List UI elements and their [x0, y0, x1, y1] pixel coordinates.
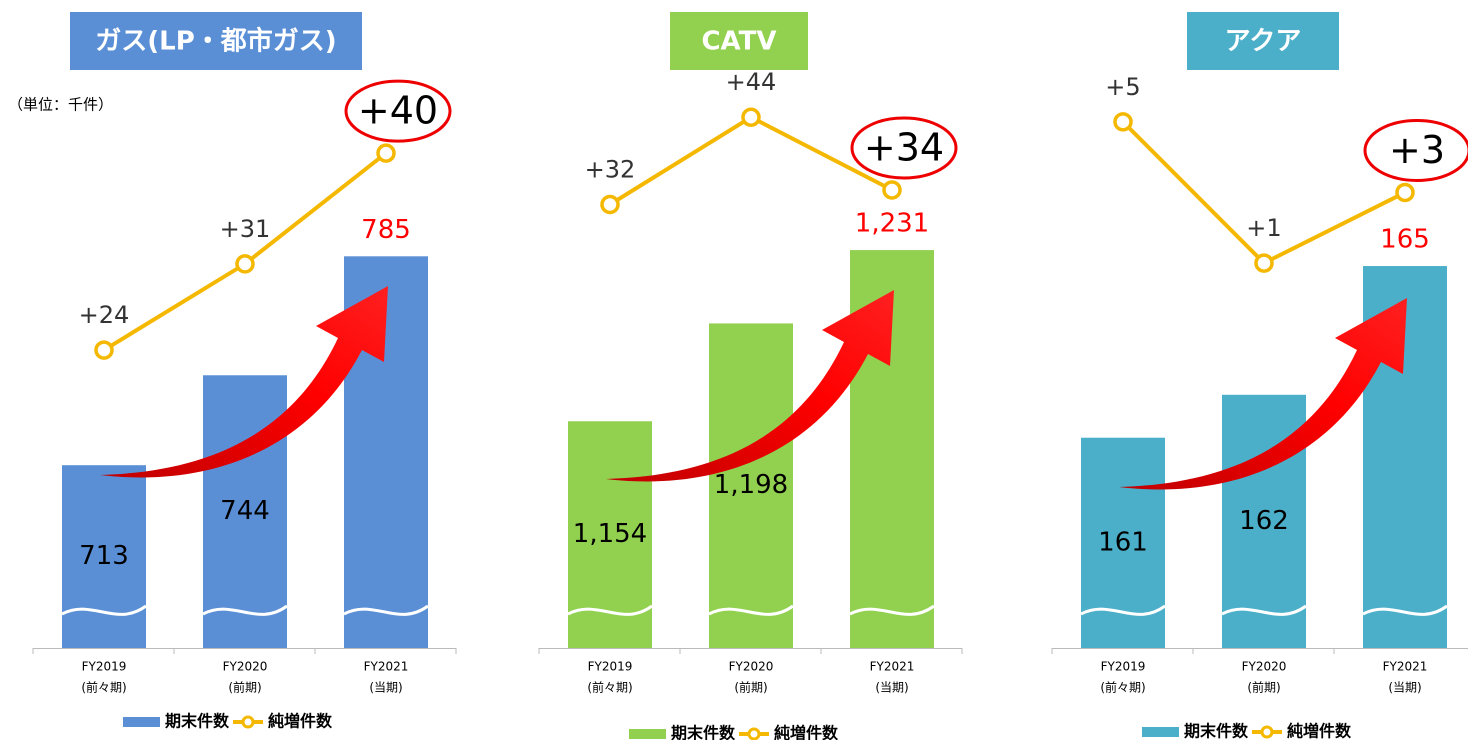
x-tick-label: (前々期) [81, 680, 126, 695]
bar-value-label: 161 [1098, 527, 1148, 557]
line-value-label: +1 [1246, 214, 1281, 242]
legend-label: 期末件数 [1184, 722, 1249, 740]
bar-value-label: 1,231 [855, 209, 929, 239]
legend-label: 期末件数 [165, 712, 230, 731]
x-tick-label: FY2019 [82, 660, 127, 674]
x-tick-label: FY2021 [870, 660, 915, 674]
bar-value-label: 162 [1239, 506, 1289, 536]
legend-swatch [243, 717, 253, 727]
line-point [237, 256, 253, 272]
chart-title: ガス(LP・都市ガス) [95, 26, 336, 57]
legend-swatch [749, 729, 759, 739]
line [610, 117, 892, 204]
legend-swatch [629, 729, 666, 739]
chart-page: ガス(LP・都市ガス) （単位：千件） 713 FY2019 (前々期) 744 FY202… [0, 0, 1468, 740]
line-value-label: +3 [1389, 128, 1445, 172]
line-point [378, 145, 394, 161]
x-tick-label: (前々期) [587, 680, 632, 695]
legend-swatch [1262, 727, 1272, 737]
legend-label: 純増件数 [1287, 722, 1352, 740]
x-tick-label: (前期) [1247, 680, 1280, 695]
line-value-label: +34 [864, 125, 944, 169]
chart-title: CATV [701, 27, 776, 57]
line-value-label: +5 [1105, 73, 1140, 101]
x-tick-label: (当期) [875, 681, 908, 695]
line-point [1397, 184, 1413, 200]
line-point [1115, 114, 1131, 130]
bar-value-label: 713 [79, 541, 129, 571]
legend-swatch [123, 717, 160, 727]
line-value-label: +40 [358, 89, 438, 133]
line-point [602, 196, 618, 212]
line-point [884, 182, 900, 198]
bar-value-label: 1,198 [714, 470, 788, 500]
legend-label: 純増件数 [268, 712, 333, 731]
x-tick-label: FY2021 [364, 660, 409, 674]
x-tick-label: (前期) [734, 680, 767, 695]
x-tick-label: (前々期) [1100, 680, 1145, 695]
x-tick-label: FY2019 [1101, 660, 1146, 674]
x-tick-label: (前期) [228, 680, 261, 695]
line-value-label: +24 [79, 301, 130, 329]
line-value-label: +44 [726, 68, 777, 96]
x-tick-label: (当期) [1388, 681, 1421, 695]
x-tick-label: FY2020 [223, 660, 268, 674]
line-value-label: +32 [585, 155, 636, 183]
bar-value-label: 165 [1380, 225, 1430, 255]
bar-value-label: 1,154 [573, 519, 647, 549]
legend-swatch [1142, 727, 1179, 737]
x-tick-label: FY2019 [588, 660, 633, 674]
legend-label: 純増件数 [774, 724, 839, 740]
line-point [743, 109, 759, 125]
x-tick-label: FY2020 [1242, 660, 1287, 674]
line-value-label: +31 [220, 215, 271, 243]
chart-title: アクア [1225, 27, 1302, 57]
x-tick-label: (当期) [369, 681, 402, 695]
line-point [1256, 255, 1272, 271]
bar-value-label: 785 [361, 215, 411, 245]
legend-label: 期末件数 [671, 724, 736, 740]
x-tick-label: FY2021 [1383, 660, 1428, 674]
bar-value-label: 744 [220, 496, 270, 526]
line-point [96, 342, 112, 358]
unit-label: （単位：千件） [8, 96, 113, 114]
x-tick-label: FY2020 [729, 660, 774, 674]
